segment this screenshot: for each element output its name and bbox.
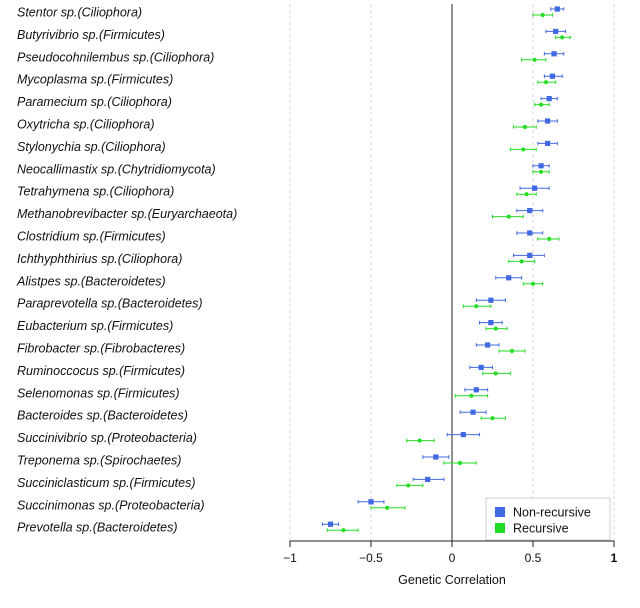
recursive-point-15 bbox=[509, 348, 515, 354]
category-label: Stylonychia sp.(Ciliophora) bbox=[17, 140, 166, 154]
category-label: Paramecium sp.(Ciliophora) bbox=[17, 95, 172, 109]
category-label: Clostridium sp.(Firmicutes) bbox=[17, 230, 166, 244]
recursive-point-17 bbox=[469, 393, 474, 398]
non-recursive-point-22 bbox=[368, 499, 374, 505]
category-label: Butyrivibrio sp.(Firmicutes) bbox=[17, 28, 165, 42]
non-recursive-point-15 bbox=[485, 342, 491, 348]
non-recursive-point-23 bbox=[327, 521, 334, 527]
recursive-point-13 bbox=[474, 304, 479, 309]
recursive-point-8 bbox=[524, 192, 529, 197]
x-tick-label: 0.5 bbox=[525, 551, 542, 565]
x-tick-label: 0 bbox=[449, 551, 456, 565]
non-recursive-point-11 bbox=[527, 252, 533, 258]
category-label: Neocallimastix sp.(Chytridiomycota) bbox=[17, 162, 216, 176]
non-recursive-point-8 bbox=[532, 185, 538, 191]
category-label: Tetrahymena sp.(Ciliophora) bbox=[17, 185, 174, 199]
category-label: Prevotella sp.(Bacteroidetes) bbox=[17, 521, 178, 535]
category-label: Bacteroides sp.(Bacteroidetes) bbox=[17, 409, 188, 423]
non-recursive-point-5 bbox=[544, 118, 551, 124]
non-recursive-point-7 bbox=[538, 163, 544, 169]
non-recursive-point-4 bbox=[546, 96, 552, 102]
recursive-point-23 bbox=[341, 528, 346, 533]
x-axis-title: Genetic Correlation bbox=[398, 573, 506, 587]
non-recursive-point-13 bbox=[488, 297, 494, 303]
recursive-point-19 bbox=[417, 438, 422, 443]
non-recursive-point-6 bbox=[544, 140, 551, 146]
non-recursive-point-1 bbox=[553, 28, 559, 34]
non-recursive-point-3 bbox=[549, 73, 556, 79]
category-label: Oxytricha sp.(Ciliophora) bbox=[17, 118, 155, 132]
non-recursive-point-21 bbox=[425, 476, 431, 482]
data-marks bbox=[321, 6, 571, 533]
recursive-point-16 bbox=[493, 371, 498, 376]
category-label: Mycoplasma sp.(Firmicutes) bbox=[17, 73, 173, 87]
recursive-point-3 bbox=[543, 80, 549, 85]
non-recursive-point-10 bbox=[527, 230, 533, 236]
non-recursive-point-9 bbox=[527, 208, 533, 214]
category-label: Fibrobacter sp.(Fibrobacteres) bbox=[17, 342, 185, 356]
legend-label: Non-recursive bbox=[513, 506, 591, 520]
category-label: Stentor sp.(Ciliophora) bbox=[17, 6, 142, 20]
category-label: Succiniclasticum sp.(Firmicutes) bbox=[17, 476, 196, 490]
category-label: Eubacterium sp.(Firmicutes) bbox=[17, 319, 173, 333]
recursive-point-7 bbox=[539, 169, 544, 174]
category-label: Selenomonas sp.(Firmicutes) bbox=[17, 386, 180, 400]
category-label: Methanobrevibacter sp.(Euryarchaeota) bbox=[17, 207, 237, 221]
legend-label: Recursive bbox=[513, 522, 569, 536]
x-axis: −1 −0.5 0 0.5 1 bbox=[283, 540, 618, 565]
recursive-point-10 bbox=[547, 236, 552, 242]
recursive-point-20 bbox=[458, 460, 463, 466]
legend-swatch-recursive bbox=[495, 523, 505, 533]
category-label: Succinivibrio sp.(Proteobacteria) bbox=[17, 431, 197, 445]
recursive-point-22 bbox=[385, 505, 390, 510]
category-labels: Stentor sp.(Ciliophora) Butyrivibrio sp.(… bbox=[16, 6, 237, 535]
non-recursive-point-18 bbox=[470, 409, 476, 415]
recursive-point-12 bbox=[530, 281, 536, 286]
category-label: Ichthyphthirius sp.(Ciliophora) bbox=[17, 252, 182, 266]
x-tick-label: −1 bbox=[283, 551, 297, 565]
legend: Non-recursive Recursive bbox=[485, 497, 611, 541]
non-recursive-point-19 bbox=[460, 432, 466, 438]
category-label: Ruminoccocus sp.(Firmicutes) bbox=[17, 364, 185, 378]
category-label: Paraprevotella sp.(Bacteroidetes) bbox=[17, 297, 203, 311]
recursive-point-4 bbox=[539, 102, 544, 107]
non-recursive-point-16 bbox=[478, 364, 484, 370]
non-recursive-point-14 bbox=[488, 320, 494, 326]
category-label: Pseudocohnilembus sp.(Ciliophora) bbox=[17, 50, 214, 64]
recursive-point-11 bbox=[519, 259, 524, 264]
non-recursive-point-2 bbox=[551, 51, 557, 57]
category-label: Succinimonas sp.(Proteobacteria) bbox=[17, 498, 205, 512]
recursive-point-5 bbox=[522, 124, 527, 130]
recursive-point-18 bbox=[490, 416, 495, 421]
recursive-point-14 bbox=[493, 326, 498, 331]
x-tick-label: 1 bbox=[611, 551, 618, 565]
non-recursive-point-17 bbox=[473, 387, 479, 393]
non-recursive-point-0 bbox=[554, 6, 560, 12]
non-recursive-point-20 bbox=[433, 454, 439, 460]
category-label: Treponema sp.(Spirochaetes) bbox=[17, 454, 181, 468]
recursive-point-2 bbox=[532, 57, 537, 62]
recursive-point-6 bbox=[521, 147, 526, 152]
legend-swatch-non-recursive bbox=[495, 507, 505, 517]
recursive-point-1 bbox=[560, 35, 565, 40]
legend-box bbox=[485, 497, 611, 541]
non-recursive-point-12 bbox=[506, 275, 512, 281]
category-label: Alistpes sp.(Bacteroidetes) bbox=[16, 274, 166, 288]
x-tick-label: −0.5 bbox=[359, 551, 383, 565]
recursive-point-0 bbox=[540, 12, 545, 18]
recursive-point-9 bbox=[506, 214, 511, 219]
recursive-point-21 bbox=[406, 483, 411, 488]
